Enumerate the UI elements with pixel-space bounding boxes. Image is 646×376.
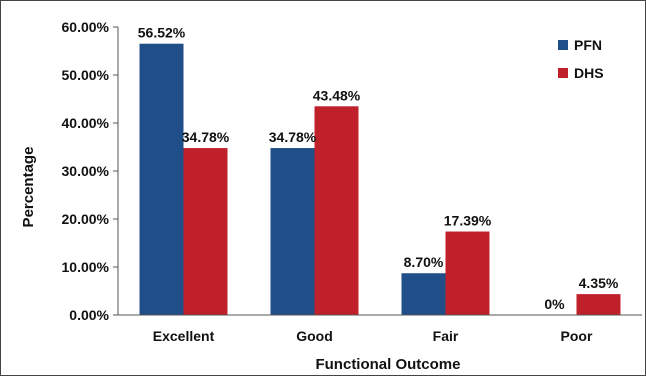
data-labels: 56.52% 34.78% 34.78% 43.48% 8.70% 17.39% 0% 4.3… [138,25,619,312]
bar-pfn-excellent [139,43,184,315]
x-axis-ticks: Excellent Good Fair Poor [153,328,593,344]
x-tick-label: Excellent [153,328,215,344]
x-tick-label: Good [296,328,333,344]
legend-label-dhs: DHS [574,65,604,81]
y-axis-title: Percentage [20,147,37,228]
data-label-pfn-good: 34.78% [269,129,317,145]
x-tick-label: Fair [433,328,459,344]
data-label-dhs-poor: 4.35% [579,275,619,291]
data-label-dhs-fair: 17.39% [444,213,492,229]
bar-dhs-excellent [183,148,228,315]
data-label-dhs-good: 43.48% [313,87,361,103]
y-tick-label: 0.00% [69,307,109,323]
x-axis-title: Functional Outcome [315,356,460,373]
legend-swatch-dhs [558,68,568,78]
y-tick-label: 50.00% [62,67,110,83]
legend-label-pfn: PFN [574,37,602,53]
bars [139,43,621,316]
data-label-pfn-fair: 8.70% [404,254,444,270]
bar-pfn-fair [401,273,446,315]
y-tick-label: 30.00% [62,163,110,179]
x-tick-label: Poor [561,328,593,344]
legend: PFN DHS [558,37,604,81]
bar-dhs-good [314,106,359,316]
y-tick-label: 60.00% [62,19,110,35]
y-tick-label: 10.00% [62,259,110,275]
bar-pfn-good [270,148,315,315]
data-label-dhs-excellent: 34.78% [182,129,230,145]
data-label-pfn-poor: 0% [544,296,565,312]
y-tick-label: 40.00% [62,115,110,131]
y-tick-label: 20.00% [62,211,110,227]
data-label-pfn-excellent: 56.52% [138,25,186,41]
y-axis-ticks: 0.00% 10.00% 20.00% 30.00% 40.00% 50.00% 60.00… [62,19,118,323]
bar-dhs-poor [576,294,621,315]
bar-dhs-fair [445,231,490,315]
legend-swatch-pfn [558,40,568,50]
